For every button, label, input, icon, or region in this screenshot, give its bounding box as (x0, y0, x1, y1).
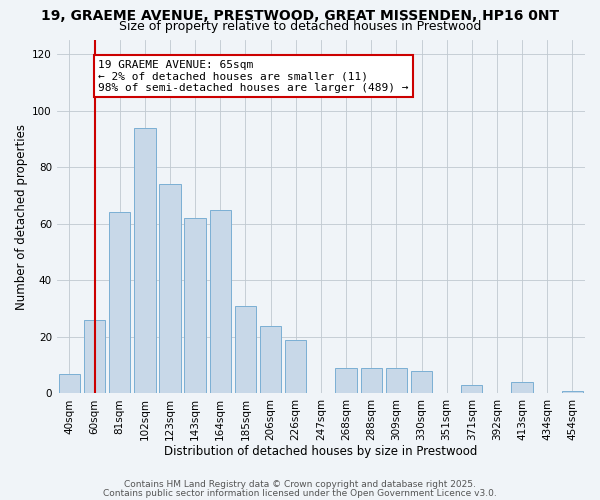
Bar (184, 218, 206, 394)
Bar (109, 212, 130, 394)
Bar (59, 374, 80, 394)
Bar (134, 128, 155, 394)
Bar (361, 368, 382, 394)
Text: Size of property relative to detached houses in Prestwood: Size of property relative to detached ho… (119, 20, 481, 33)
Bar (511, 382, 533, 394)
Text: Contains HM Land Registry data © Crown copyright and database right 2025.: Contains HM Land Registry data © Crown c… (124, 480, 476, 489)
Bar (386, 368, 407, 394)
Bar (84, 320, 105, 394)
Text: 19, GRAEME AVENUE, PRESTWOOD, GREAT MISSENDEN, HP16 0NT: 19, GRAEME AVENUE, PRESTWOOD, GREAT MISS… (41, 9, 559, 23)
Bar (335, 368, 357, 394)
X-axis label: Distribution of detached houses by size in Prestwood: Distribution of detached houses by size … (164, 444, 478, 458)
Bar (461, 385, 482, 394)
Text: Contains public sector information licensed under the Open Government Licence v3: Contains public sector information licen… (103, 488, 497, 498)
Bar (235, 306, 256, 394)
Bar (285, 340, 307, 394)
Bar (159, 184, 181, 394)
Bar (562, 390, 583, 394)
Bar (209, 210, 231, 394)
Text: 19 GRAEME AVENUE: 65sqm
← 2% of detached houses are smaller (11)
98% of semi-det: 19 GRAEME AVENUE: 65sqm ← 2% of detached… (98, 60, 409, 93)
Y-axis label: Number of detached properties: Number of detached properties (15, 124, 28, 310)
Bar (411, 370, 432, 394)
Bar (260, 326, 281, 394)
